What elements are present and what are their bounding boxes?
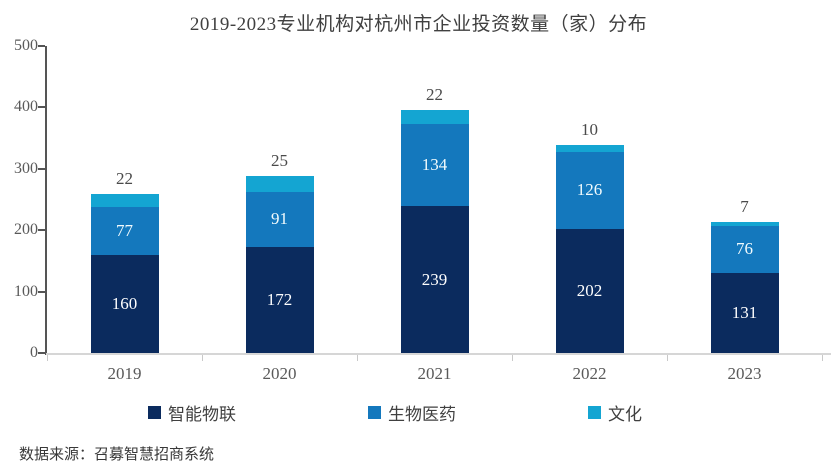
y-axis-tick xyxy=(38,290,45,293)
legend-swatch xyxy=(148,406,161,419)
y-axis-label: 0 xyxy=(30,344,38,361)
x-axis-tick xyxy=(357,355,358,361)
segment-value-label: 91 xyxy=(271,209,288,229)
segment-value-label-above: 25 xyxy=(271,151,288,171)
x-axis-tick xyxy=(512,355,513,361)
y-axis-tick xyxy=(38,167,45,170)
segment-value-label-above: 10 xyxy=(581,120,598,140)
y-axis-tick xyxy=(38,45,45,47)
x-axis-tick xyxy=(202,355,203,361)
segment-value-label: 202 xyxy=(576,280,603,300)
legend-item-智能物联: 智能物联 xyxy=(148,400,236,425)
legend: 智能物联 生物医药 文化 xyxy=(0,400,790,425)
bar-segment-文化 xyxy=(400,110,469,124)
y-axis-label: 300 xyxy=(14,159,38,177)
y-axis-label: 100 xyxy=(14,282,38,300)
bar-segment-生物医药 xyxy=(555,151,624,229)
x-axis-tick xyxy=(47,355,48,361)
bar-segment-生物医药 xyxy=(245,191,314,248)
bar-segment-文化 xyxy=(710,221,779,226)
segment-value-label: 172 xyxy=(266,290,293,310)
segment-value-label: 77 xyxy=(116,221,133,241)
y-axis-tick xyxy=(38,352,45,354)
segment-value-label-above: 22 xyxy=(426,85,443,105)
x-axis-label: 2019 xyxy=(107,364,142,383)
y-axis-label: 400 xyxy=(14,98,38,116)
segment-value-label: 160 xyxy=(111,293,138,313)
segment-value-label: 76 xyxy=(736,239,753,259)
segment-value-label-above: 7 xyxy=(740,196,749,216)
legend-swatch xyxy=(368,406,381,419)
legend-label: 生物医药 xyxy=(388,405,456,424)
data-source: 数据来源：召募智慧招商系统 xyxy=(19,447,215,463)
bar-segment-生物医药 xyxy=(710,225,779,273)
legend-swatch xyxy=(588,406,601,419)
y-axis-tick xyxy=(38,106,45,109)
bar-segment-智能物联 xyxy=(555,228,624,353)
bar-segment-智能物联 xyxy=(245,247,314,353)
bar-segment-文化 xyxy=(90,193,159,208)
legend-label: 文化 xyxy=(608,405,642,424)
segment-value-label: 134 xyxy=(421,155,448,175)
y-axis-tick xyxy=(38,229,45,232)
bar-segment-文化 xyxy=(245,176,314,192)
x-axis-label: 2023 xyxy=(727,364,762,383)
segment-value-label: 126 xyxy=(576,180,603,200)
bar-segment-智能物联 xyxy=(400,206,469,353)
y-axis-label: 200 xyxy=(14,221,38,239)
segment-value-label: 239 xyxy=(421,269,448,289)
bar-segment-智能物联 xyxy=(90,254,159,353)
bar-segment-文化 xyxy=(555,145,624,152)
x-axis-tick xyxy=(822,355,823,361)
x-axis-tick xyxy=(667,355,668,361)
y-axis-label: 500 xyxy=(14,37,38,54)
legend-label: 智能物联 xyxy=(168,405,236,424)
bar-segment-生物医药 xyxy=(90,207,159,255)
x-axis-label: 2020 xyxy=(262,364,297,383)
segment-value-label: 131 xyxy=(731,302,758,322)
chart-title: 2019-2023专业机构对杭州市企业投资数量（家）分布 xyxy=(189,14,648,35)
x-axis-label: 2022 xyxy=(572,364,607,383)
bar-segment-智能物联 xyxy=(710,272,779,353)
legend-item-生物医药: 生物医药 xyxy=(368,400,456,425)
x-axis-line xyxy=(46,353,831,355)
bar-segment-生物医药 xyxy=(400,123,469,207)
segment-value-label-above: 22 xyxy=(116,168,133,188)
legend-item-文化: 文化 xyxy=(588,400,642,425)
y-axis-line xyxy=(45,46,47,355)
x-axis-label: 2021 xyxy=(417,364,452,383)
